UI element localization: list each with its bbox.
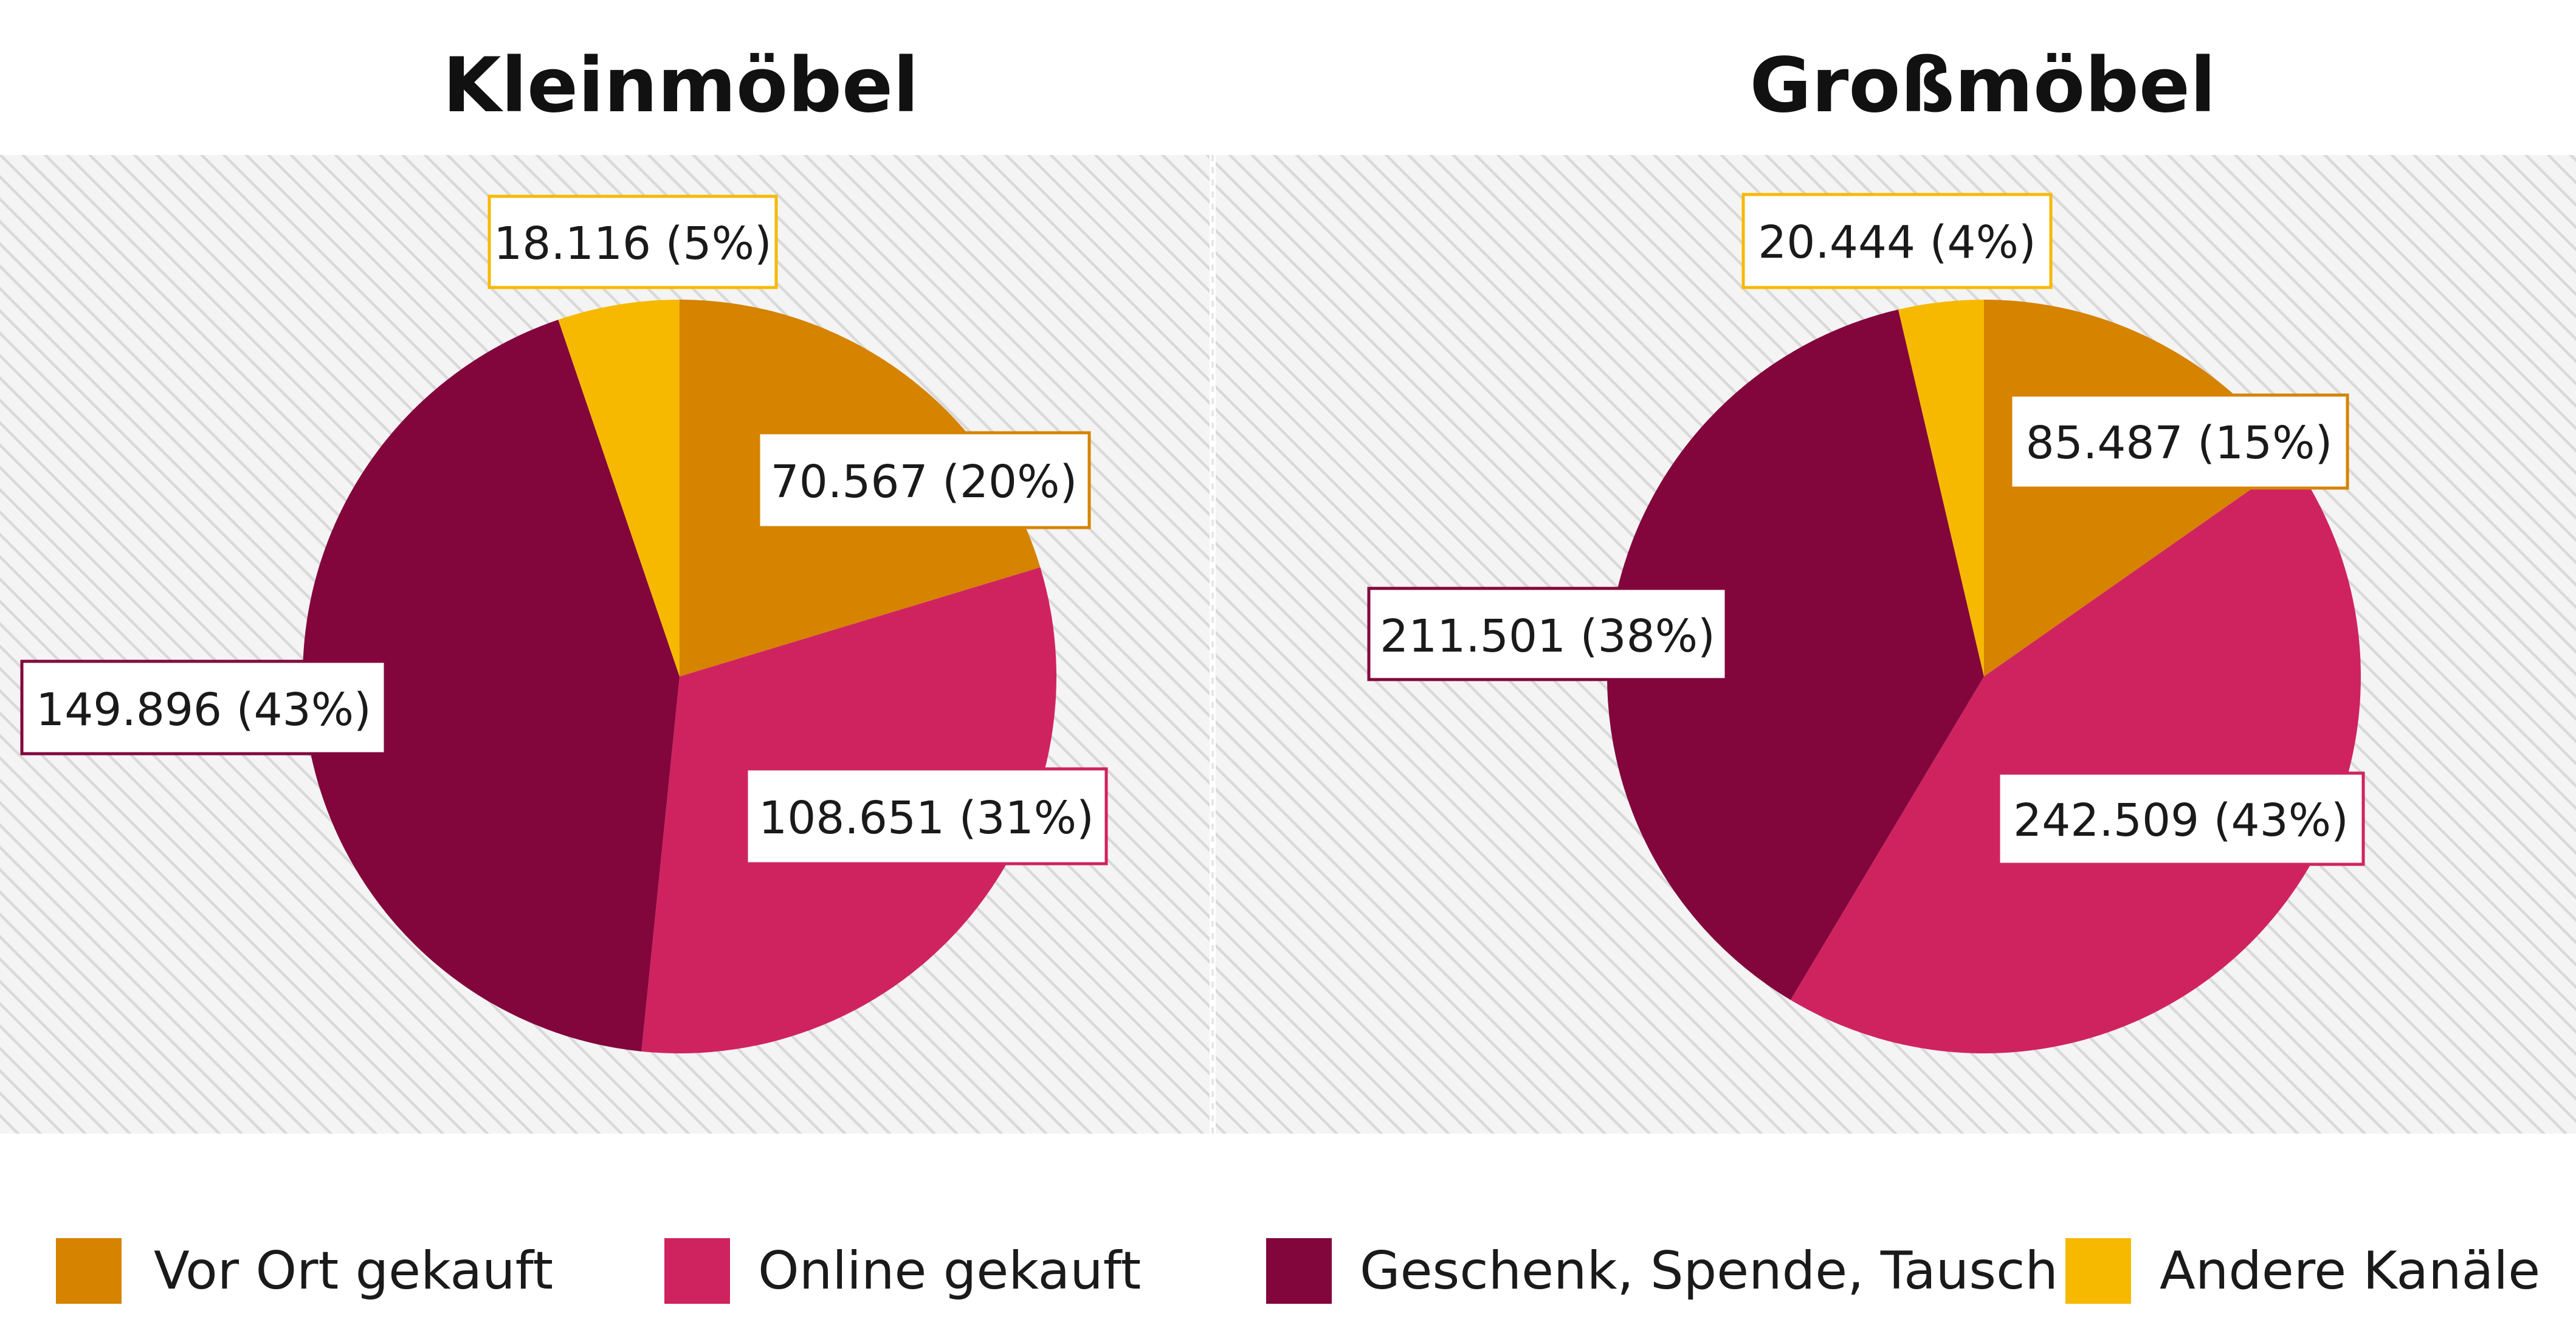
data-label-text: 211.501 (38%): [1380, 610, 1715, 663]
pie-slice-online: [1790, 460, 2361, 1053]
data-label-grossmoebel-online: 242.509 (43%): [1997, 771, 2365, 866]
legend-item-geschenk: Geschenk, Spende, Tausch: [1266, 1238, 2058, 1304]
chart-title-kleinmoebel: Kleinmöbel: [443, 42, 918, 129]
data-label-kleinmoebel-vor-ort: 70.567 (20%): [757, 431, 1091, 529]
legend-swatch-geschenk: [1266, 1238, 1332, 1304]
data-label-text: 18.116 (5%): [494, 218, 772, 270]
data-label-grossmoebel-geschenk: 211.501 (38%): [1367, 587, 1728, 681]
chart-title-grossmoebel: Großmöbel: [1749, 42, 2216, 129]
legend-swatch-vor-ort: [56, 1238, 122, 1304]
data-label-grossmoebel-vor-ort: 85.487 (15%): [2009, 393, 2349, 490]
legend-swatch-online: [664, 1238, 730, 1304]
data-label-grossmoebel-andere: 20.444 (4%): [1741, 193, 2053, 289]
data-label-text: 242.509 (43%): [2013, 794, 2349, 847]
legend: Vor Ort gekauft Online gekauft Geschenk,…: [56, 1238, 2540, 1304]
legend-label: Geschenk, Spende, Tausch: [1360, 1241, 2058, 1301]
data-label-text: 70.567 (20%): [771, 456, 1078, 508]
data-label-kleinmoebel-geschenk: 149.896 (43%): [20, 659, 387, 756]
pie-slice-andere: [558, 300, 680, 677]
data-label-text: 149.896 (43%): [36, 684, 371, 736]
data-label-kleinmoebel-online: 108.651 (31%): [745, 767, 1108, 866]
legend-item-online: Online gekauft: [664, 1238, 1141, 1304]
legend-swatch-andere: [2065, 1238, 2131, 1304]
data-label-text: 85.487 (15%): [2026, 417, 2333, 469]
pie-slice-geschenk: [1607, 309, 1984, 1000]
legend-item-vor-ort: Vor Ort gekauft: [56, 1238, 553, 1304]
data-label-text: 20.444 (4%): [1758, 216, 2036, 269]
legend-label: Vor Ort gekauft: [154, 1241, 553, 1301]
pie-kleinmoebel: [303, 300, 1057, 1053]
pie-slice-andere: [1898, 300, 1984, 677]
legend-label: Online gekauft: [758, 1241, 1141, 1301]
pie-slice-geschenk: [303, 320, 680, 1052]
data-label-text: 108.651 (31%): [759, 792, 1094, 844]
legend-label: Andere Kanäle: [2160, 1241, 2540, 1301]
data-label-kleinmoebel-andere: 18.116 (5%): [487, 195, 778, 289]
legend-item-andere: Andere Kanäle: [2065, 1238, 2540, 1304]
